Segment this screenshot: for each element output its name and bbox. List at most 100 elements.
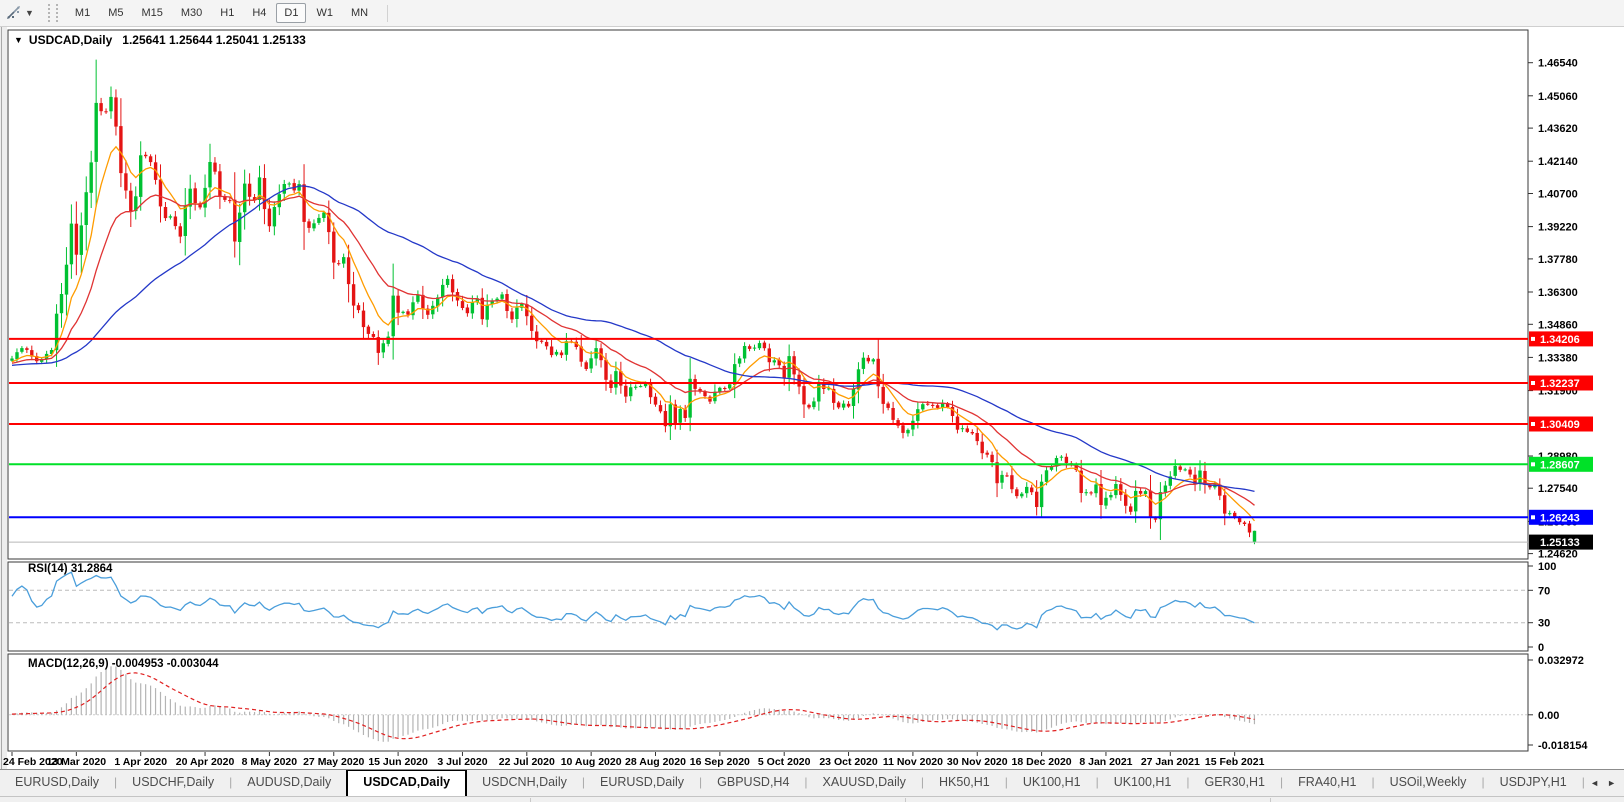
- price-tick-label: 1.33380: [1538, 352, 1578, 364]
- date-tick-label: 8 Jan 2021: [1079, 756, 1132, 768]
- timeframe-mn-button[interactable]: MN: [350, 7, 369, 19]
- price-tick-label: 1.36300: [1538, 287, 1578, 299]
- tab-usdchf-daily[interactable]: USDCHF,Daily: [132, 775, 215, 789]
- tabs-scroll-left-button[interactable]: ◄: [1590, 778, 1600, 788]
- chart-tool-button[interactable]: ▼: [0, 4, 38, 22]
- status-bar: [0, 796, 1624, 802]
- symbol-tabbar: EURUSD,Daily | USDCHF,Daily | AUDUSD,Daily US…: [0, 769, 1624, 796]
- tab-usdjpy-h1[interactable]: USDJPY,H1: [1499, 775, 1567, 789]
- price-tick-label: 1.34860: [1538, 319, 1578, 331]
- timeframe-m30-button[interactable]: M30: [180, 7, 203, 19]
- tab-separator: |: [1095, 775, 1099, 789]
- tab-uk100-h1[interactable]: UK100,H1: [1113, 775, 1172, 789]
- tab-separator: |: [114, 775, 118, 789]
- date-tick-label: 15 Jun 2020: [368, 756, 428, 768]
- chart-canvas[interactable]: 1.46540 1.45060 1.43620 1.42140 1.40700 1.392…: [0, 27, 1624, 769]
- tab-separator: |: [1581, 775, 1585, 789]
- timeframe-m15-button[interactable]: M15: [141, 7, 163, 19]
- price-tick-label: 1.27540: [1538, 483, 1578, 495]
- rsi-tick-label: 100: [1538, 561, 1556, 573]
- timeframe-m5-button[interactable]: M5: [108, 7, 124, 19]
- rsi-pane-border: [7, 561, 1529, 652]
- date-tick-label: 1 Apr 2020: [114, 756, 167, 768]
- svg-text:1.32237: 1.32237: [1540, 378, 1580, 390]
- timeframe-w1-button[interactable]: W1: [316, 7, 333, 19]
- tab-separator: |: [1481, 775, 1485, 789]
- chart-tool-icon: [7, 6, 20, 19]
- price-tick-label: 1.46540: [1538, 58, 1578, 70]
- price-line-label: 1.25133: [1529, 534, 1593, 550]
- timeframe-d1-button[interactable]: D1: [276, 3, 307, 23]
- tab-eurusd-daily[interactable]: EURUSD,Daily: [599, 775, 685, 789]
- price-tick-label: 1.43620: [1538, 123, 1578, 135]
- date-tick-label: 30 Nov 2020: [947, 756, 1008, 768]
- candlestick-series: [10, 59, 1257, 545]
- price-line-label: 1.28607: [1529, 456, 1593, 472]
- collapse-triangle-icon[interactable]: ▼: [14, 35, 23, 45]
- date-tick-label: 11 Nov 2020: [883, 756, 943, 768]
- moving-average-20: [11, 194, 1255, 506]
- price-line-label: 1.30409: [1529, 416, 1593, 432]
- tab-uk100-h1[interactable]: UK100,H1: [1022, 775, 1081, 789]
- tabs-scroll-right-button[interactable]: ►: [1607, 778, 1616, 788]
- svg-text:1.34206: 1.34206: [1540, 334, 1580, 346]
- tab-scroll-arrows: ◄ ►: [1586, 770, 1624, 796]
- status-separator: [1270, 798, 1271, 802]
- tab-eurusd-daily[interactable]: EURUSD,Daily: [15, 775, 100, 789]
- svg-text:1.25133: 1.25133: [1540, 537, 1580, 549]
- rsi-label: RSI(14) 31.2864: [28, 563, 113, 575]
- price-axis: 1.46540 1.45060 1.43620 1.42140 1.40700 1.392…: [1528, 58, 1593, 752]
- timeframe-h4-button[interactable]: H4: [252, 7, 267, 19]
- moving-average-45: [11, 185, 1255, 493]
- date-tick-label: 3 Jul 2020: [437, 756, 487, 768]
- toolbar-separator: [387, 4, 389, 22]
- tab-ger30-h1[interactable]: GER30,H1: [1204, 775, 1265, 789]
- rsi-tick-label: 70: [1538, 585, 1550, 597]
- date-tick-label: 27 Jan 2021: [1141, 756, 1200, 768]
- price-line-label: 1.32237: [1529, 375, 1593, 391]
- date-tick-label: 18 Dec 2020: [1012, 756, 1072, 768]
- tab-separator: |: [699, 775, 703, 789]
- tab-separator: |: [1279, 775, 1284, 789]
- macd-pane-border: [7, 653, 1529, 752]
- tab-separator: |: [920, 775, 925, 789]
- timeframe-buttons: M1 M5 M15 M30 H1 H4 D1 W1 MN: [66, 3, 377, 23]
- macd-histogram: [11, 666, 1256, 742]
- price-tick-label: 1.39220: [1538, 222, 1578, 234]
- tab-usdcad-daily[interactable]: USDCAD,Daily: [346, 770, 468, 796]
- macd-tick-label: 0.032972: [1538, 655, 1584, 667]
- svg-text:1.28607: 1.28607: [1540, 459, 1580, 471]
- dropdown-caret-icon: ▼: [25, 8, 34, 18]
- date-tick-label: 27 May 2020: [303, 756, 364, 768]
- tab-usoil-weekly[interactable]: USOil,Weekly: [1389, 775, 1467, 789]
- status-separator: [905, 798, 906, 802]
- timeframe-m1-button[interactable]: M1: [74, 7, 91, 19]
- tab-hk50-h1[interactable]: HK50,H1: [939, 775, 990, 789]
- date-tick-label: 13 Mar 2020: [47, 756, 107, 768]
- tab-usdcnh-daily[interactable]: USDCNH,Daily: [482, 775, 567, 789]
- tab-fra40-h1[interactable]: FRA40,H1: [1298, 775, 1357, 789]
- main-pane-border: [7, 29, 1529, 560]
- timeframe-h1-button[interactable]: H1: [220, 7, 235, 19]
- tab-audusd-daily[interactable]: AUDUSD,Daily: [247, 775, 332, 789]
- tab-separator: |: [581, 775, 585, 789]
- price-tick-label: 1.37780: [1538, 254, 1578, 266]
- date-tick-label: 10 Aug 2020: [561, 756, 622, 768]
- macd-label: MACD(12,26,9) -0.004953 -0.003044: [28, 658, 219, 670]
- price-tick-label: 1.45060: [1538, 91, 1578, 103]
- date-tick-label: 15 Feb 2021: [1205, 756, 1265, 768]
- rsi-tick-label: 0: [1538, 642, 1544, 654]
- tab-separator: |: [1371, 775, 1375, 789]
- tab-xauusd-daily[interactable]: XAUUSD,Daily: [822, 775, 906, 789]
- macd-tick-label: 0.00: [1538, 710, 1559, 722]
- moving-average-8: [11, 145, 1256, 522]
- date-tick-label: 5 Oct 2020: [758, 756, 811, 768]
- tab-gbpusd-h4[interactable]: GBPUSD,H4: [717, 775, 790, 789]
- chart-area: 1.46540 1.45060 1.43620 1.42140 1.40700 1.392…: [0, 27, 1624, 769]
- toolbar: ▼ M1 M5 M15 M30 H1 H4 D1 W1 MN: [0, 0, 1624, 27]
- toolbar-grip[interactable]: [47, 4, 58, 22]
- symbol-tabs: EURUSD,Daily | USDCHF,Daily | AUDUSD,Daily US…: [0, 770, 1586, 796]
- rsi-tick-label: 30: [1538, 618, 1550, 630]
- status-separator: [530, 798, 531, 802]
